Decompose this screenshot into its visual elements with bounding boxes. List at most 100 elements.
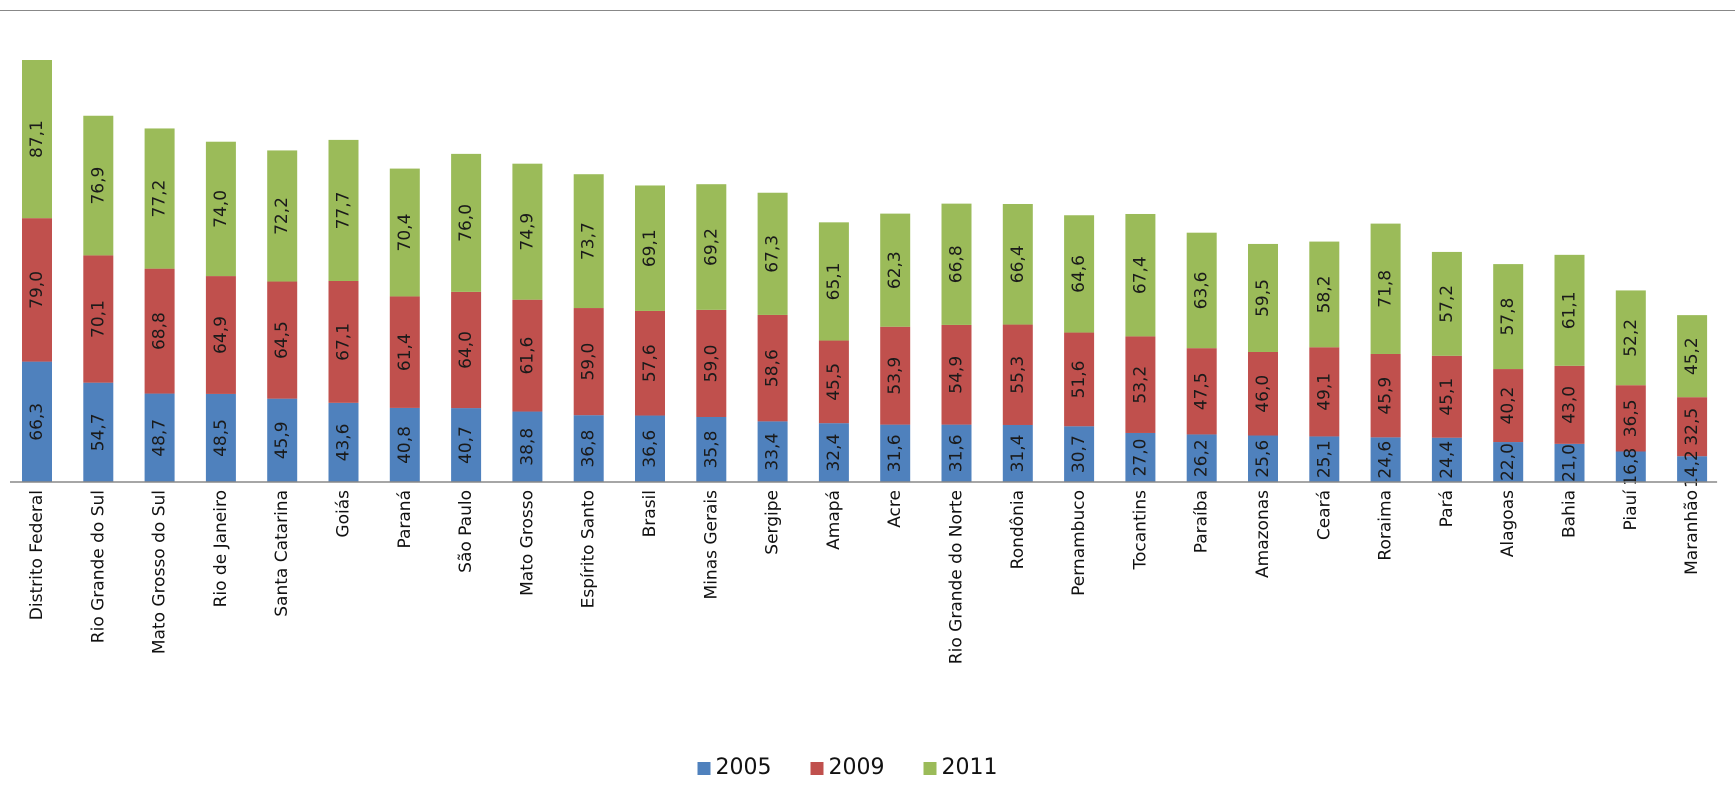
value-label-2009-8: 61,6 [517,337,537,375]
category-label-20: Amazonas [1253,490,1273,578]
value-label-2011-17: 64,6 [1069,255,1089,293]
value-label-2011-1: 76,9 [88,167,108,205]
bar-2011-9 [573,174,604,309]
value-label-2009-16: 55,3 [1008,356,1028,394]
value-label-2009-23: 45,1 [1437,378,1457,416]
bar-2009-21 [1309,347,1340,437]
value-label-2009-7: 64,0 [456,331,476,369]
value-label-2009-9: 59,0 [579,343,599,381]
bar-2009-7 [451,291,482,409]
bar-2009-19 [1186,348,1217,435]
bar-2005-14 [880,424,911,482]
value-label-2005-21: 25,1 [1314,440,1334,478]
bar-2011-6 [389,168,420,297]
category-label-11: Minas Gerais [701,490,721,600]
value-label-2005-11: 35,8 [701,431,721,469]
bar-2011-21 [1309,241,1340,348]
legend-swatch-2011 [923,762,937,775]
bar-2009-10 [635,310,665,416]
category-label-21: Ceará [1314,490,1334,540]
bar-2005-12 [757,421,788,482]
value-label-2011-12: 67,3 [763,235,783,273]
value-label-2005-13: 32,4 [824,434,844,472]
bar-2009-3 [205,276,236,394]
value-label-2011-11: 69,2 [701,228,721,266]
value-label-2005-26: 16,8 [1621,448,1641,486]
value-label-2009-24: 40,2 [1498,387,1518,425]
value-label-2005-12: 33,4 [763,433,783,471]
value-label-2005-25: 21,0 [1560,444,1580,482]
bar-2011-7 [451,153,482,292]
value-label-2009-0: 79,0 [27,271,47,309]
bar-2005-4 [267,398,298,482]
bar-2009-5 [328,280,359,403]
bar-2011-20 [1248,243,1278,352]
bar-2011-14 [880,213,911,327]
bar-2005-26 [1615,451,1646,482]
category-label-25: Bahia [1560,490,1580,538]
value-label-2009-14: 53,9 [885,357,905,395]
bar-2005-1 [83,382,114,482]
value-label-2009-11: 59,0 [701,344,721,382]
category-label-22: Roraima [1376,490,1396,561]
bar-2011-5 [328,139,359,281]
value-label-2005-10: 36,6 [640,430,660,468]
category-label-10: Brasil [640,490,660,537]
bar-2005-3 [205,393,236,482]
value-label-2005-2: 48,7 [150,419,170,457]
value-label-2009-12: 58,6 [763,349,783,387]
bar-2011-3 [205,141,236,277]
bar-2005-15 [941,424,972,482]
value-label-2011-19: 63,6 [1192,271,1212,309]
value-label-2011-2: 77,2 [150,180,170,218]
value-label-2005-4: 45,9 [272,421,292,459]
bar-2005-20 [1248,435,1278,482]
bar-2011-22 [1370,223,1401,354]
value-label-2009-13: 45,5 [824,363,844,401]
value-label-2011-21: 58,2 [1314,275,1334,313]
value-label-2011-8: 74,9 [517,213,537,251]
bar-2005-5 [328,402,359,482]
bar-2005-22 [1370,437,1401,482]
value-label-2009-1: 70,1 [88,300,108,338]
category-label-26: Piauí [1621,489,1641,531]
bar-2005-8 [512,411,543,482]
value-label-2011-22: 71,8 [1376,270,1396,308]
bar-2011-1 [83,115,114,256]
value-label-2005-7: 40,7 [456,426,476,464]
bar-2011-27 [1677,315,1708,398]
bar-2011-23 [1431,251,1462,356]
value-labels-group: 66,3 79,0 87,1 54,7 70,1 76,9 48,7 68,8 77,2 48,5… [27,120,1702,488]
value-label-2009-22: 45,9 [1376,377,1396,415]
value-label-2011-20: 59,5 [1253,279,1273,317]
value-label-2005-19: 26,2 [1192,439,1212,477]
legend-label-2005: 2005 [716,755,772,780]
value-label-2011-16: 66,4 [1008,245,1028,283]
category-label-1: Rio Grande do Sul [88,490,108,643]
bar-2005-9 [573,415,604,482]
bar-2011-16 [1002,203,1033,325]
category-label-14: Acre [885,490,905,528]
legend-label-2009: 2009 [829,755,885,780]
value-label-2005-6: 40,8 [395,426,415,464]
value-label-2009-2: 68,8 [150,312,170,350]
value-label-2009-18: 53,2 [1130,366,1150,404]
bar-2005-19 [1186,434,1217,482]
value-label-2011-4: 72,2 [272,197,292,235]
category-label-12: Sergipe [763,490,783,555]
bar-2011-8 [512,163,543,300]
bar-2009-17 [1064,332,1095,427]
value-label-2011-9: 73,7 [579,222,599,260]
legend-swatch-2009 [810,762,824,775]
bar-2009-12 [757,314,788,422]
value-label-2009-5: 67,1 [334,323,354,361]
category-label-27: Maranhão [1682,490,1702,575]
value-label-2009-25: 43,0 [1560,386,1580,424]
bar-2005-16 [1002,424,1033,482]
value-label-2005-5: 43,6 [334,423,354,461]
bar-2009-23 [1431,355,1462,438]
value-label-2005-1: 54,7 [88,413,108,451]
value-label-2009-4: 64,5 [272,321,292,359]
